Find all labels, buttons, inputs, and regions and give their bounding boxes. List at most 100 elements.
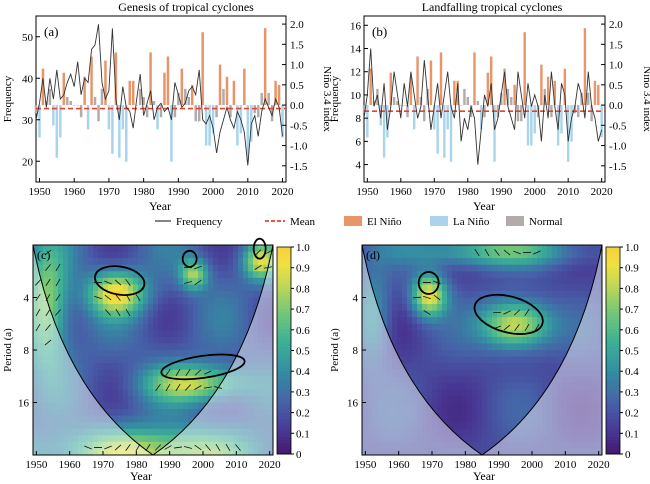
power-cell (577, 389, 583, 397)
power-cell (417, 356, 423, 364)
power-cell (253, 441, 259, 450)
power-cell (452, 271, 458, 279)
phase-arrow (194, 385, 202, 390)
phase-arrow (513, 309, 521, 316)
power-cell (73, 277, 79, 285)
power-cell (68, 310, 74, 318)
phase-arrow (484, 248, 490, 257)
power-cell (447, 428, 453, 436)
power-cell (153, 277, 159, 285)
power-cell (43, 297, 49, 305)
x-tick-label: 1960 (388, 459, 411, 471)
power-cell (497, 264, 503, 272)
power-cell (258, 323, 264, 331)
power-cell (517, 356, 523, 364)
power-cell (53, 389, 59, 397)
power-cell (258, 422, 264, 430)
power-cell (208, 382, 214, 390)
power-cell (527, 343, 533, 351)
power-cell (412, 448, 418, 455)
power-cell (557, 277, 563, 285)
power-cell (43, 389, 49, 397)
power-cell (133, 356, 139, 364)
nino-bar (566, 105, 570, 162)
nino-bar (243, 68, 246, 106)
colorbar-cell (606, 298, 620, 303)
power-cell (43, 290, 49, 299)
power-cell (268, 290, 273, 299)
power-cell (442, 441, 448, 450)
power-cell (467, 389, 473, 397)
power-cell (457, 376, 463, 384)
power-cell (462, 435, 468, 443)
nino-bar (486, 72, 490, 106)
phase-arrow (184, 446, 192, 449)
power-cell (572, 441, 578, 450)
power-cell (532, 284, 538, 292)
power-cell (243, 376, 249, 384)
colorbar-cell (277, 402, 291, 407)
power-cell (268, 448, 273, 455)
power-cell (362, 369, 368, 377)
nino-bar (590, 105, 593, 122)
power-cell (153, 448, 159, 455)
power-cell (567, 277, 573, 285)
power-cell (562, 251, 568, 259)
power-cell (532, 402, 538, 410)
power-cell (73, 251, 79, 259)
power-cell (223, 395, 229, 404)
power-cell (263, 428, 269, 436)
power-cell (522, 323, 528, 331)
power-cell (567, 304, 573, 312)
nino-bar (107, 105, 111, 130)
power-cell (377, 350, 383, 358)
power-cell (128, 310, 134, 318)
colorbar-tick-label: 0.6 (296, 325, 310, 337)
power-cell (218, 409, 224, 417)
power-cell (208, 441, 214, 450)
power-cell (447, 356, 453, 364)
power-cell (447, 382, 453, 390)
power-cell (492, 395, 498, 404)
power-cell (168, 330, 174, 338)
power-cell (258, 415, 264, 423)
x-tick-label: 1950 (28, 186, 51, 198)
power-cell (78, 376, 84, 384)
power-cell (108, 363, 114, 371)
power-cell (98, 415, 104, 423)
x-tick-label: 2000 (192, 459, 215, 471)
power-cell (238, 310, 244, 318)
power-cell (592, 350, 598, 358)
power-cell (48, 310, 54, 318)
power-cell (178, 389, 184, 397)
power-cell (53, 258, 59, 266)
power-cell (178, 409, 184, 417)
power-cell (228, 264, 234, 272)
power-cell (73, 258, 79, 266)
power-cell (158, 317, 164, 325)
nino-bar (142, 96, 145, 106)
power-cell (402, 448, 408, 455)
power-cell (562, 409, 568, 417)
colorbar-cell (606, 364, 620, 369)
power-cell (198, 376, 204, 384)
power-cell (238, 448, 244, 455)
power-cell (218, 389, 224, 397)
power-cell (93, 330, 99, 338)
power-cell (103, 290, 109, 299)
power-cell (462, 382, 468, 390)
y2-tick-label: 1.5 (290, 39, 304, 51)
power-cell (487, 409, 493, 417)
power-cell (447, 304, 453, 312)
power-cell (587, 382, 593, 390)
power-cell (562, 369, 568, 377)
power-cell (63, 363, 69, 371)
power-cell (233, 448, 239, 455)
power-cell (268, 409, 273, 417)
power-cell (512, 428, 518, 436)
power-cell (447, 336, 453, 345)
power-cell (397, 389, 403, 397)
power-cell (208, 422, 214, 430)
power-cell (402, 277, 408, 285)
power-cell (33, 435, 39, 443)
